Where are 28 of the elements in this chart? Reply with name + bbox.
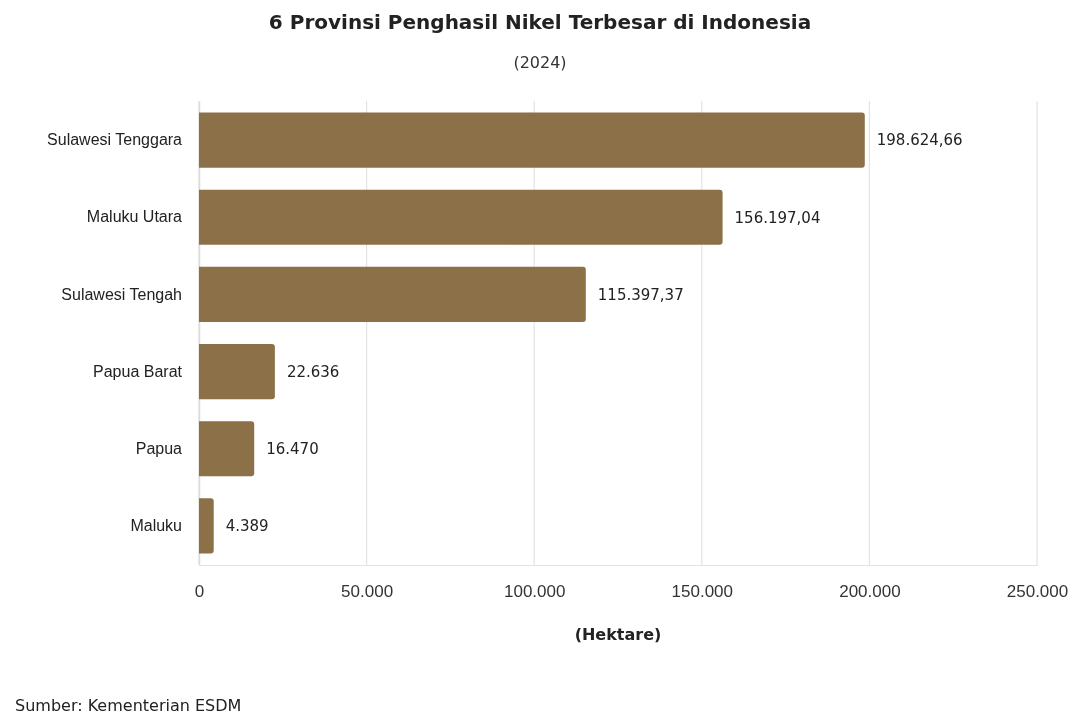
y-tick-label: Sulawesi Tenggara bbox=[47, 131, 183, 149]
y-tick-label: Sulawesi Tengah bbox=[61, 285, 182, 303]
data-label: 16.470 bbox=[266, 439, 319, 458]
data-label: 198.624,66 bbox=[876, 131, 963, 150]
chart-subtitle: (2024) bbox=[513, 53, 567, 72]
x-axis-title: (Hektare) bbox=[574, 625, 662, 644]
bar bbox=[199, 112, 865, 168]
x-tick-label: 150.000 bbox=[671, 582, 734, 602]
x-tick-label: 200.000 bbox=[839, 582, 901, 602]
y-tick-label: Maluku Utara bbox=[86, 208, 183, 226]
data-label: 156.197,04 bbox=[734, 208, 821, 227]
text: Sumber: Kementerian ESDM bbox=[15, 696, 242, 715]
x-tick-label: 250.000 bbox=[1006, 582, 1069, 602]
x-tick-label: 100.000 bbox=[503, 582, 566, 602]
bar bbox=[199, 421, 255, 477]
data-label: 115.397,37 bbox=[597, 285, 684, 304]
chart-title: 6 Provinsi Penghasil Nikel Terbesar di Indonesia bbox=[268, 10, 812, 34]
bar bbox=[199, 343, 275, 400]
data-label: 4.389 bbox=[225, 517, 269, 536]
y-tick-label: Papua bbox=[135, 439, 183, 457]
bar bbox=[199, 189, 723, 245]
bar bbox=[199, 498, 214, 554]
bar bbox=[199, 266, 586, 323]
x-tick-label: 50.000 bbox=[341, 582, 394, 602]
data-label: 22.636 bbox=[286, 362, 340, 381]
x-tick-label: 0 bbox=[194, 582, 205, 602]
y-tick-label: Papua Barat bbox=[93, 362, 183, 380]
y-tick-label: Maluku bbox=[130, 516, 182, 534]
